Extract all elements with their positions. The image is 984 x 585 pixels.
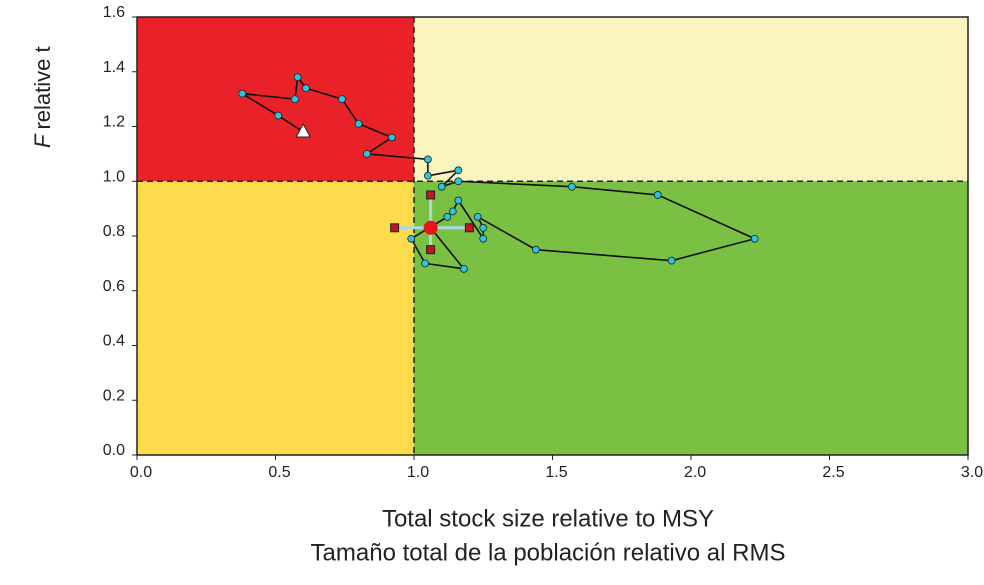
point <box>531 245 540 254</box>
ci-end <box>426 190 436 200</box>
final-point <box>423 220 438 235</box>
y-tick-label: 1.0 <box>103 168 125 185</box>
y-axis-text: relative t <box>30 46 55 129</box>
ci-end <box>390 223 400 233</box>
y-tick-label: 0.6 <box>103 278 125 295</box>
x-tick-label: 1.5 <box>545 464 567 481</box>
x-tick-label: 2.5 <box>822 464 844 481</box>
x-tick-label: 0.0 <box>130 464 152 481</box>
x-tick-label: 0.5 <box>268 464 290 481</box>
point <box>473 212 482 221</box>
point <box>354 119 363 128</box>
quadrant <box>414 17 968 182</box>
y-tick-label: 1.6 <box>103 4 125 21</box>
x-axis-label: Total stock size relative to MSY <box>382 505 714 532</box>
y-tick-label: 0.8 <box>103 223 125 240</box>
point <box>238 89 247 98</box>
point <box>421 259 429 268</box>
point <box>567 182 576 191</box>
point <box>387 133 396 142</box>
point <box>667 256 676 265</box>
y-tick-label: 1.4 <box>103 59 125 76</box>
point <box>302 84 310 93</box>
point <box>290 95 299 104</box>
point <box>423 155 432 164</box>
point <box>448 207 457 216</box>
point <box>423 171 432 180</box>
point <box>454 166 463 175</box>
point <box>274 111 283 120</box>
point <box>454 177 463 186</box>
point <box>454 196 463 205</box>
y-axis-label: Frelative t <box>30 46 55 148</box>
point <box>750 234 759 243</box>
y-tick-label: 0.4 <box>103 333 125 350</box>
ci-end <box>426 245 436 255</box>
point <box>407 234 416 243</box>
point <box>338 95 346 104</box>
x-tick-label: 1.0 <box>407 464 429 481</box>
point <box>363 149 371 158</box>
point <box>443 212 452 221</box>
point <box>653 191 662 199</box>
x-tick-label: 2.0 <box>684 464 706 481</box>
y-axis-variable: F <box>30 133 55 148</box>
point <box>479 234 488 243</box>
y-tick-label: 1.2 <box>103 114 125 131</box>
quadrant <box>414 181 968 455</box>
point <box>459 264 468 273</box>
x-tick-label: 3.0 <box>961 464 983 481</box>
y-tick-label: 0.0 <box>103 442 125 459</box>
point <box>437 182 446 191</box>
point <box>479 223 488 232</box>
x-axis-label: Tamaño total de la población relativo al… <box>311 539 786 566</box>
point <box>293 73 302 82</box>
y-tick-label: 0.2 <box>103 387 125 404</box>
ci-end <box>464 223 474 233</box>
quadrant <box>137 181 414 455</box>
quadrant <box>137 17 414 182</box>
start-point <box>295 122 312 138</box>
